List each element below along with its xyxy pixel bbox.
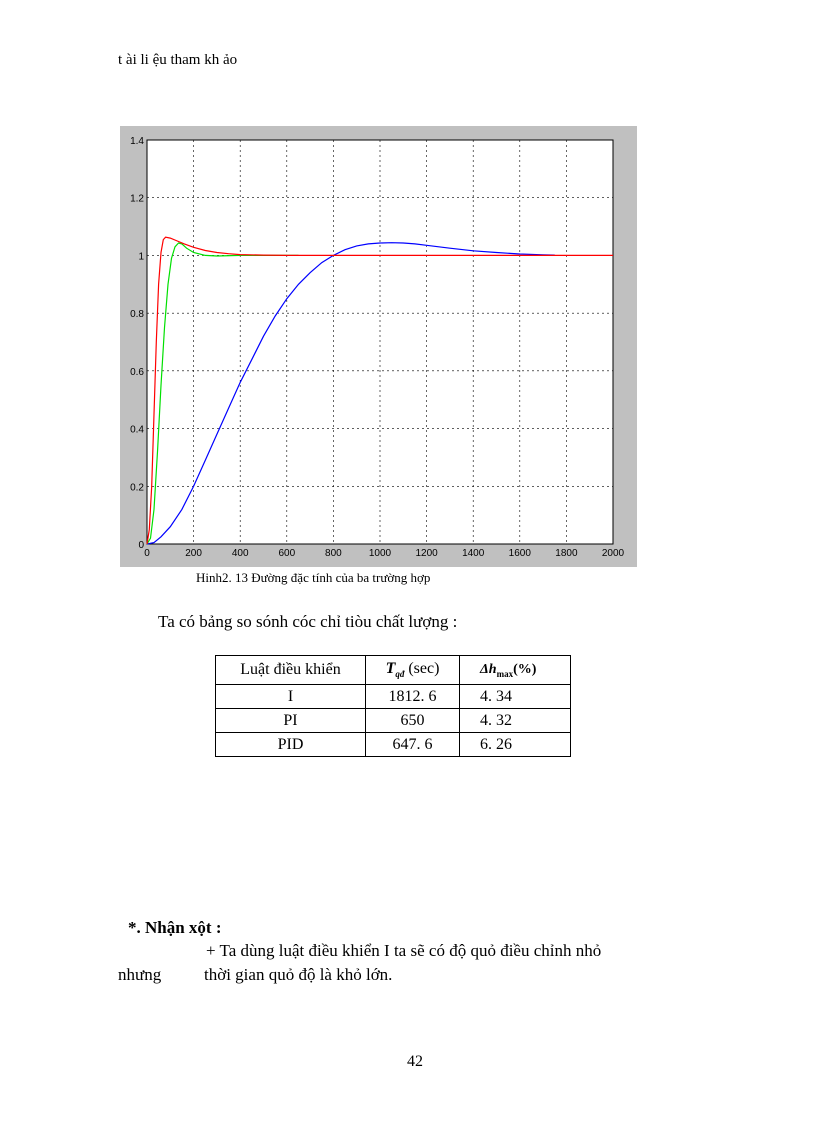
table-row: I 1812. 6 4. 34: [215, 684, 571, 709]
y-tick-label: 1.4: [130, 136, 144, 147]
header-settling-time: Tqđ (sec): [365, 655, 460, 685]
y-tick-label: 0.8: [130, 309, 144, 320]
x-tick-label: 1400: [462, 548, 485, 559]
x-tick-label: 1800: [555, 548, 578, 559]
remark-line-2-end: thời gian quỏ độ là khỏ lớn.: [204, 965, 393, 984]
cell-overshoot: 6. 26: [459, 732, 571, 757]
y-tick-label: 0.4: [130, 425, 144, 436]
cell-law: PID: [215, 732, 366, 757]
response-chart: 0 200 400 600 800 1000 1200 1400 1600 1800 2000 0 0.…: [120, 126, 637, 567]
cell-overshoot: 4. 34: [459, 684, 571, 709]
table-header-row: Luật điều khiển Tqđ (sec) Δhmax(%): [215, 655, 571, 685]
x-tick-label: 600: [278, 548, 295, 559]
x-tick-label: 2000: [602, 548, 625, 559]
series-line: [146, 242, 299, 545]
cell-overshoot: 4. 32: [459, 708, 571, 733]
running-header: t ài li ệu tham kh ảo: [118, 52, 238, 68]
header-overshoot: Δhmax(%): [459, 655, 571, 685]
cell-time: 650: [365, 708, 460, 733]
remark-heading: *. Nhận xột :: [128, 918, 222, 937]
y-tick-label: 0: [138, 540, 144, 551]
header-dh-unit: (%): [513, 661, 537, 677]
header-dh-symbol: Δh: [480, 661, 497, 677]
header-control-law: Luật điều khiển: [215, 655, 366, 685]
header-t-unit: (sec): [404, 660, 440, 678]
header-t-subscript: qđ: [395, 669, 405, 680]
x-tick-label: 1000: [369, 548, 392, 559]
series-line: [146, 236, 613, 545]
figure-caption: Hinh2. 13 Đường đặc tính của ba trường h…: [196, 570, 431, 585]
x-tick-label: 800: [325, 548, 342, 559]
y-tick-label: 0.6: [130, 367, 144, 378]
cell-time: 1812. 6: [365, 684, 460, 709]
remark-line-1: + Ta dùng luật điều khiển I ta sẽ có độ …: [206, 941, 602, 960]
x-tick-label: 0: [144, 548, 150, 559]
remark-line-2-start: nhưng: [118, 965, 162, 984]
chart-svg: 0 200 400 600 800 1000 1200 1400 1600 1800 2000 0 0.…: [130, 136, 625, 559]
cell-law: PI: [215, 708, 366, 733]
x-tick-label: 200: [185, 548, 202, 559]
x-tick-label: 400: [232, 548, 249, 559]
cell-time: 647. 6: [365, 732, 460, 757]
cell-law: I: [215, 684, 366, 709]
x-tick-label: 1600: [509, 548, 532, 559]
y-tick-label: 0.2: [130, 482, 144, 493]
table-row: PI 650 4. 32: [215, 708, 571, 733]
y-tick-label: 1: [138, 251, 144, 262]
header-t-symbol: T: [385, 660, 396, 678]
y-tick-label: 1.2: [130, 194, 144, 205]
x-tick-label: 1200: [415, 548, 438, 559]
comparison-table: Luật điều khiển Tqđ (sec) Δhmax(%) I 181…: [215, 655, 571, 757]
table-row: PID 647. 6 6. 26: [215, 732, 571, 757]
page-number: 42: [407, 1053, 423, 1070]
series-line: [146, 242, 555, 545]
header-dh-subscript: max: [496, 668, 514, 679]
intro-text: Ta có bảng so sónh cóc chỉ tiòu chất lượ…: [158, 612, 458, 631]
